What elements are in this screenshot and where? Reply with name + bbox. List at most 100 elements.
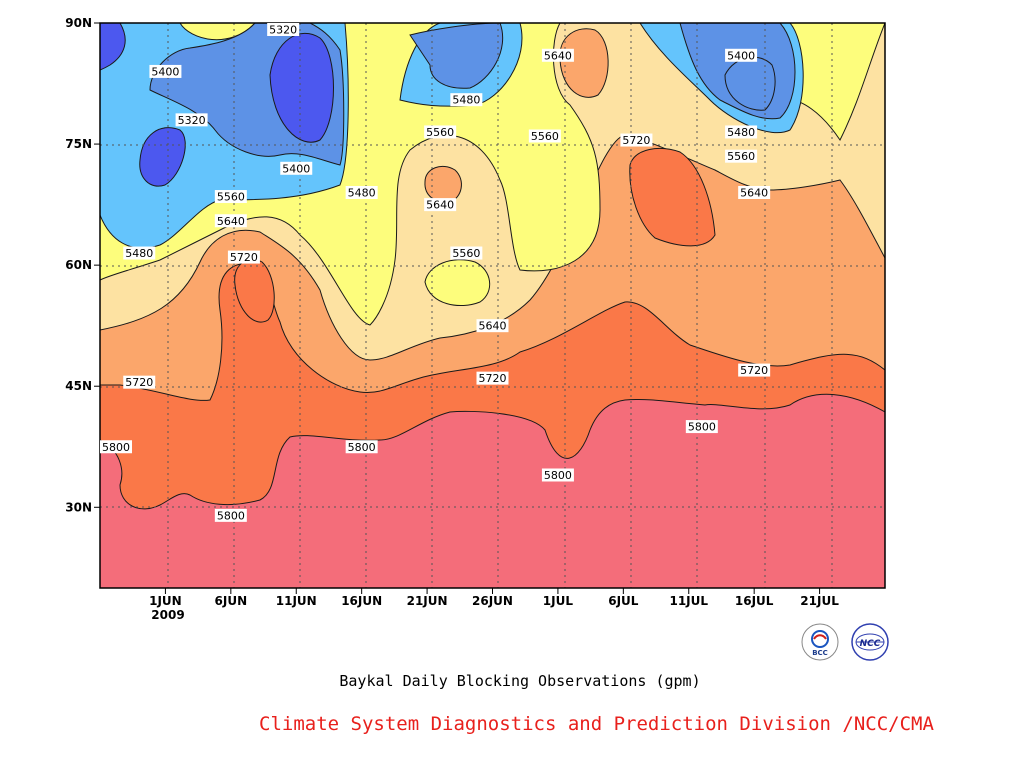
contour-label-box [280,161,313,175]
contour-label-box [738,186,771,199]
contour-label-text: 5640 [479,320,507,333]
contour-label-box [214,190,247,204]
contour-label-text: 5400 [282,162,310,175]
contour-label-box [345,186,378,199]
contour-label-box [123,246,156,260]
contour-label-text: 5640 [544,49,572,62]
contour-label-text: 5720 [740,364,768,377]
x-tick-label: 1JUL [543,594,574,608]
contour-label-box [725,149,758,163]
y-tick-label: 90N [65,16,92,30]
contour-label-text: 5640 [217,215,245,228]
contour-label-box [541,468,574,482]
contour-label: 5720 [227,250,260,264]
contour-label: 5800 [100,440,132,454]
y-tick-label: 45N [65,379,92,393]
contour-label-box [123,375,156,389]
y-tick-label: 30N [65,500,92,514]
contour-label-box [476,319,509,333]
contour-label: 5800 [541,468,574,482]
contour-label-box [528,129,561,143]
contour-label-box [267,23,300,36]
contour-label-text: 5800 [544,469,572,482]
x-tick-label: 16JUL [735,594,774,608]
contour-label: 5640 [424,198,457,212]
contour-label-text: 5320 [178,114,206,127]
contour-label-box [149,64,182,78]
x-tick-label: 16JUN [341,594,382,608]
contour-label: 5400 [280,161,313,175]
contour-label-text: 5800 [348,441,376,454]
contour-label-box [476,371,509,385]
chart-caption: Baykal Daily Blocking Observations (gpm) [339,672,701,690]
x-year-label: 2009 [151,608,184,622]
contour-label-box [227,250,260,264]
contour-label-text: 5560 [727,150,755,163]
y-tick-label: 60N [65,258,92,272]
contour-label-text: 5720 [125,376,153,389]
contour-label-text: 5400 [151,65,179,78]
contour-label-text: 5720 [622,134,650,147]
contour-label: 5400 [725,48,758,62]
x-tick-label: 11JUL [669,594,708,608]
contour-label-text: 5400 [727,49,755,62]
x-tick-label: 26JUN [472,594,513,608]
x-tick-label: 6JUL [608,594,639,608]
y-tick-label: 75N [65,137,92,151]
contour-label-box [345,440,378,454]
contour-label-box [541,48,574,62]
contour-label: 5720 [738,363,771,377]
bcc-logo: BCC [801,623,839,661]
ncc-logo: NCC [851,623,889,661]
contour-label-box [738,363,771,377]
contour-label-text: 5800 [688,421,716,434]
x-axis: 1JUN 6JUN 11JUN 16JUN 21JUN 26JUN 1JUL 6JUL 11JU… [149,588,839,608]
x-tick-label: 6JUN [215,594,248,608]
blob-5720-july [629,147,716,247]
contour-label-text: 5480 [452,94,480,107]
x-tick-label: 1JUN [149,594,182,608]
x-tick-label: 21JUL [800,594,839,608]
contour-label-text: 5800 [217,509,245,522]
contour-label: 5800 [214,508,247,522]
contour-label-text: 5640 [426,199,454,212]
contour-label-box [175,113,208,127]
contour-label: 5720 [620,133,653,147]
contour-label: 5560 [424,125,457,139]
contour-label-box [424,198,457,212]
blob-5560-24jun [424,259,490,306]
contour-label-text: 5320 [269,24,297,37]
contour-label: 5400 [149,64,182,78]
contour-label-box [450,93,483,107]
contour-label: 5800 [685,420,718,434]
contour-label-box [685,420,718,434]
contour-label: 5640 [738,186,771,200]
logos: BCC NCC [801,623,889,661]
contour-label-text: 5560 [531,130,559,143]
contour-label: 5320 [175,113,208,127]
contour-label-text: 5480 [727,126,755,139]
contour-label-box [214,508,247,522]
contour-label-text: 5800 [102,441,130,454]
x-tick-label: 21JUN [407,594,448,608]
contour-label-box [725,125,758,139]
contour-label-box [100,440,132,454]
blob-5640-1jul [559,28,609,98]
band-lt5320-b [139,127,186,187]
contour-label: 5640 [541,48,574,62]
contour-label: 5320 [267,23,300,37]
contour-label-box [214,214,247,228]
bcc-logo-text: BCC [812,649,828,657]
contour-label: 5640 [476,319,509,333]
contour-label-text: 5560 [217,191,245,204]
contour-label-box [450,246,483,260]
ncc-logo-text: NCC [860,639,881,649]
grid [100,23,885,588]
contour-label: 5560 [450,246,483,260]
contour-label-box [725,48,758,62]
contour-label: 5720 [476,371,509,385]
x-tick-label: 11JUN [276,594,317,608]
contour-label: 5640 [214,214,247,228]
contour-label-text: 5720 [230,251,258,264]
